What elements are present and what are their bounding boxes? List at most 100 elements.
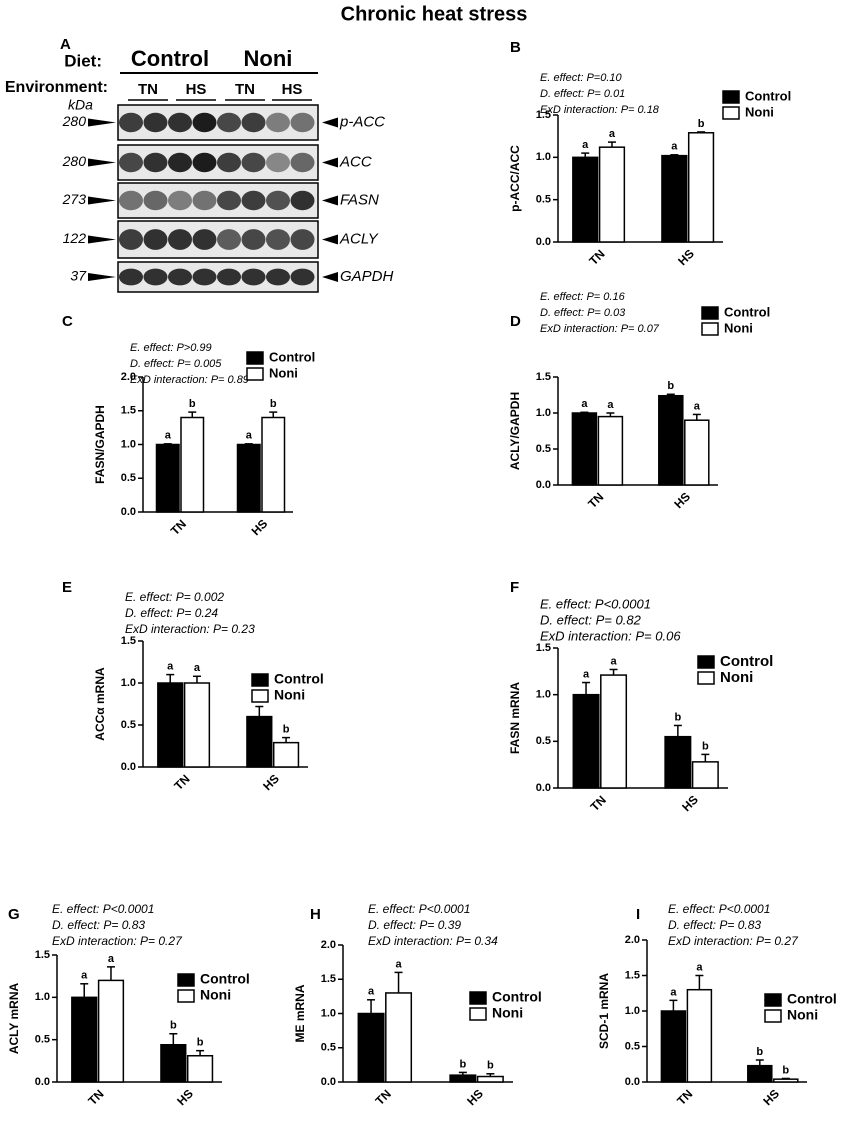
x-tick-label: TN — [171, 772, 192, 793]
blot-band — [266, 112, 290, 133]
size-arrow — [88, 118, 116, 127]
bar — [598, 146, 626, 243]
blot-band — [143, 268, 168, 286]
significance-letter: a — [165, 430, 172, 442]
y-tick-label: 1.0 — [536, 151, 551, 163]
protein-arrow — [322, 117, 338, 128]
y-tick-label: 0.5 — [536, 194, 551, 206]
protein-label: FASN — [340, 191, 379, 208]
legend-label: Control — [720, 653, 773, 670]
y-tick-label: 0.0 — [536, 479, 551, 491]
blot-band — [192, 268, 217, 286]
blot-band — [241, 190, 266, 211]
panel-letter: C — [62, 313, 73, 330]
bar — [476, 1075, 504, 1083]
y-tick-label: 1.0 — [625, 1005, 640, 1017]
size-arrow — [88, 196, 116, 205]
x-tick-label: HS — [679, 793, 701, 815]
y-axis-label: ACCα mRNA — [93, 667, 107, 741]
x-tick-label: TN — [373, 1087, 394, 1108]
blot-band — [119, 229, 143, 250]
legend-label: Noni — [745, 104, 774, 119]
environment-name: TN — [138, 81, 158, 98]
blot-band — [168, 229, 192, 250]
environment-name: HS — [282, 81, 303, 98]
blot-band — [168, 190, 192, 211]
significance-letter: b — [674, 711, 681, 723]
annotation: D. effect: P= 0.82 — [540, 612, 642, 627]
protein-label: ACLY — [339, 230, 379, 247]
blot-band — [192, 112, 217, 133]
x-tick-label: HS — [671, 490, 693, 512]
blot-band — [119, 112, 143, 133]
y-tick-label: 1.5 — [321, 973, 336, 985]
annotation: D. effect: P= 0.24 — [125, 606, 218, 620]
blot-band — [143, 112, 168, 133]
y-tick-label: 1.0 — [121, 677, 136, 689]
blot-band — [192, 229, 217, 250]
legend-swatch — [701, 322, 719, 336]
blot-band — [217, 229, 241, 250]
y-tick-label: 1.5 — [121, 635, 136, 647]
annotation: D. effect: P= 0.83 — [52, 918, 145, 932]
annotation: E. effect: P<0.0001 — [540, 596, 651, 611]
annotation: D. effect: P= 0.39 — [368, 918, 461, 932]
panel-letter: H — [310, 906, 321, 923]
size-arrow — [88, 158, 116, 167]
x-tick-label: HS — [174, 1087, 196, 1109]
y-axis-label: FASN/GAPDH — [93, 405, 107, 484]
legend-swatch — [722, 106, 740, 120]
blot-band — [119, 190, 143, 211]
significance-letter: b — [189, 398, 196, 410]
blot-band — [143, 229, 168, 250]
y-tick-label: 0.5 — [35, 1034, 50, 1046]
blot-band — [168, 152, 192, 173]
x-tick-label: HS — [675, 247, 697, 269]
significance-letter: a — [246, 430, 253, 442]
y-tick-label: 2.0 — [321, 939, 336, 951]
bar — [449, 1074, 477, 1083]
legend-label: Control — [274, 671, 324, 687]
x-tick-label: TN — [85, 1087, 106, 1108]
legend-label: Noni — [724, 320, 753, 335]
bar — [157, 682, 184, 768]
significance-letter: b — [667, 380, 674, 392]
annotation: E. effect: P= 0.16 — [540, 291, 626, 303]
legend-label: Noni — [269, 365, 298, 380]
legend-swatch — [722, 90, 740, 104]
diet-name: Noni — [244, 46, 293, 71]
y-tick-label: 2.0 — [625, 934, 640, 946]
blot-band — [266, 152, 290, 173]
blot-band — [143, 152, 168, 173]
bar — [186, 1055, 214, 1083]
significance-letter: a — [607, 399, 614, 411]
y-axis-label: ACLY mRNA — [7, 982, 21, 1054]
legend-label: Control — [787, 991, 837, 1007]
significance-letter: a — [368, 986, 375, 998]
legend-label: Control — [745, 88, 791, 103]
significance-letter: a — [610, 655, 617, 667]
protein-label: p-ACC — [339, 113, 385, 130]
blot-band — [266, 268, 290, 286]
legend-swatch — [251, 673, 269, 687]
bar — [155, 443, 180, 513]
significance-letter: b — [782, 1064, 789, 1076]
annotation: ExD interaction: P= 0.34 — [368, 934, 498, 948]
bar — [183, 682, 211, 768]
legend-label: Control — [724, 304, 770, 319]
panel-letter: I — [636, 906, 640, 923]
kda-label: kDa — [68, 97, 93, 113]
significance-letter: a — [167, 661, 174, 673]
y-tick-label: 1.0 — [121, 438, 136, 450]
bar — [684, 419, 710, 486]
bar — [661, 154, 688, 243]
y-axis-label: ACLY/GAPDH — [508, 392, 522, 470]
legend-label: Noni — [274, 687, 305, 703]
legend-swatch — [764, 1009, 782, 1023]
size-label: 122 — [63, 230, 87, 246]
protein-arrow — [322, 272, 338, 282]
significance-letter: b — [487, 1060, 494, 1072]
significance-letter: a — [671, 141, 678, 153]
blot-band — [266, 190, 290, 211]
figure-title: Chronic heat stress — [341, 3, 528, 25]
